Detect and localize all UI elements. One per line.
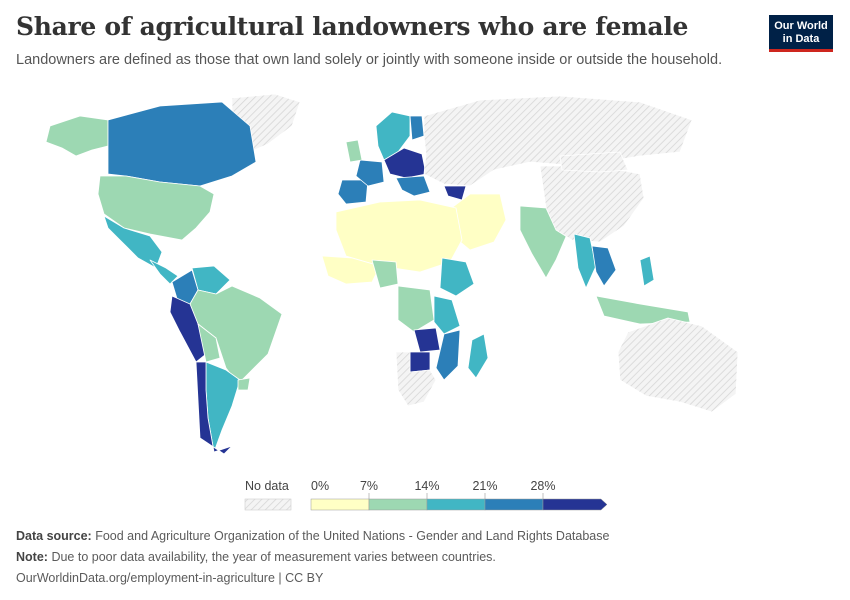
country-turkey[interactable] bbox=[443, 185, 467, 201]
legend-bin-1[interactable] bbox=[368, 498, 428, 511]
country-tanzania[interactable] bbox=[433, 295, 461, 335]
country-west-africa[interactable] bbox=[321, 255, 381, 285]
legend-nodata-label: No data bbox=[245, 479, 289, 493]
logo-line-2: in Data bbox=[782, 33, 820, 45]
country-drc[interactable] bbox=[397, 285, 435, 333]
legend-tick-label: 21% bbox=[472, 479, 497, 493]
country-chile[interactable] bbox=[195, 361, 233, 455]
logo-line-1: Our World bbox=[774, 20, 828, 32]
source-text: Food and Agriculture Organization of the… bbox=[95, 529, 610, 543]
country-central-america[interactable] bbox=[149, 259, 179, 285]
country-scandinavia[interactable] bbox=[375, 111, 411, 161]
legend-bin-0[interactable] bbox=[310, 498, 370, 511]
country-madagascar[interactable] bbox=[467, 333, 489, 379]
country-iberia[interactable] bbox=[337, 179, 369, 205]
country-uk[interactable] bbox=[345, 139, 363, 163]
footer-source: Data source: Food and Agriculture Organi… bbox=[16, 529, 609, 543]
map-legend: No data 0% 7% 14% 21% 28% bbox=[244, 479, 608, 511]
chart-title: Share of agricultural landowners who are… bbox=[16, 12, 689, 41]
country-philippines[interactable] bbox=[639, 255, 655, 287]
footer-note: Note: Due to poor data availability, the… bbox=[16, 550, 496, 564]
country-nigeria[interactable] bbox=[371, 259, 399, 289]
country-australia[interactable] bbox=[617, 317, 739, 413]
country-zimbabwe[interactable] bbox=[409, 351, 431, 373]
country-alaska[interactable] bbox=[45, 115, 109, 157]
country-finland[interactable] bbox=[409, 115, 425, 141]
world-map[interactable] bbox=[0, 90, 850, 470]
country-southern-africa[interactable] bbox=[395, 351, 437, 407]
legend-tick-label: 7% bbox=[360, 479, 378, 493]
country-ethiopia[interactable] bbox=[439, 257, 475, 297]
country-indonesia[interactable] bbox=[595, 295, 691, 325]
footer-link[interactable]: OurWorldinData.org/employment-in-agricul… bbox=[16, 571, 324, 585]
legend-bin-3[interactable] bbox=[484, 498, 544, 511]
note-text: Due to poor data availability, the year … bbox=[51, 550, 496, 564]
owid-logo[interactable]: Our World in Data bbox=[769, 15, 833, 52]
country-usa[interactable] bbox=[97, 175, 215, 241]
country-canada[interactable] bbox=[107, 101, 257, 187]
country-malawi-mozambique[interactable] bbox=[435, 329, 461, 381]
country-france[interactable] bbox=[355, 159, 385, 187]
legend-bin-4[interactable] bbox=[542, 498, 608, 511]
country-peru[interactable] bbox=[169, 295, 207, 363]
country-zambia[interactable] bbox=[413, 327, 441, 353]
chart-subtitle: Landowners are defined as those that own… bbox=[16, 52, 723, 68]
country-indochina[interactable] bbox=[591, 245, 617, 287]
legend-nodata-swatch bbox=[244, 498, 292, 511]
country-russia[interactable] bbox=[423, 95, 693, 187]
country-bolivia[interactable] bbox=[197, 323, 221, 363]
country-balkans[interactable] bbox=[395, 175, 431, 197]
country-mongolia[interactable] bbox=[559, 151, 629, 173]
country-myanmar[interactable] bbox=[573, 233, 597, 289]
country-uruguay[interactable] bbox=[237, 377, 251, 391]
legend-tick-label: 28% bbox=[530, 479, 555, 493]
note-label: Note: bbox=[16, 550, 48, 564]
legend-tick-label: 0% bbox=[311, 479, 329, 493]
source-label: Data source: bbox=[16, 529, 92, 543]
legend-bin-2[interactable] bbox=[426, 498, 486, 511]
legend-tick-label: 14% bbox=[414, 479, 439, 493]
